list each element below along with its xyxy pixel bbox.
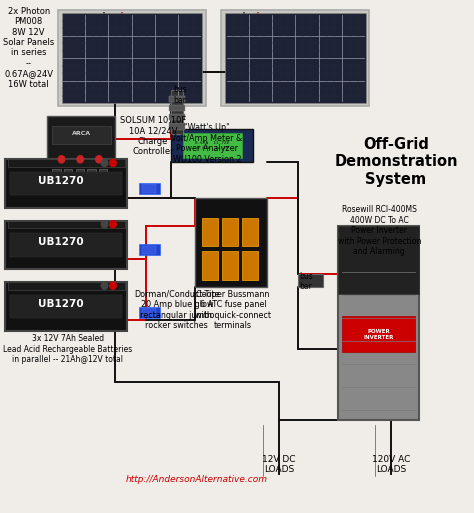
Text: UB1270: UB1270 xyxy=(38,176,84,186)
FancyBboxPatch shape xyxy=(172,90,183,134)
FancyBboxPatch shape xyxy=(195,198,267,287)
FancyBboxPatch shape xyxy=(58,10,206,106)
FancyBboxPatch shape xyxy=(222,251,238,280)
FancyBboxPatch shape xyxy=(8,282,125,290)
Text: 120V AC
LOADS: 120V AC LOADS xyxy=(372,455,410,474)
Text: Cooper Bussmann
6 ATC fuse panel
with quick-connect
terminals: Cooper Bussmann 6 ATC fuse panel with qu… xyxy=(195,290,271,330)
FancyBboxPatch shape xyxy=(64,168,72,176)
FancyBboxPatch shape xyxy=(169,105,185,111)
FancyBboxPatch shape xyxy=(87,168,96,176)
Circle shape xyxy=(101,160,108,166)
FancyBboxPatch shape xyxy=(202,218,218,246)
Circle shape xyxy=(101,221,108,228)
FancyBboxPatch shape xyxy=(337,226,419,294)
FancyBboxPatch shape xyxy=(8,221,125,228)
Text: http://AndersonAlternative.com: http://AndersonAlternative.com xyxy=(126,475,268,484)
Text: 2x Photon
PM008
8W 12V
Solar Panels
in series
--
0.67A@24V
16W total: 2x Photon PM008 8W 12V Solar Panels in s… xyxy=(3,7,55,89)
FancyBboxPatch shape xyxy=(5,160,127,208)
FancyBboxPatch shape xyxy=(242,251,258,280)
FancyBboxPatch shape xyxy=(10,172,122,195)
FancyBboxPatch shape xyxy=(47,116,115,172)
FancyBboxPatch shape xyxy=(139,244,160,255)
FancyBboxPatch shape xyxy=(183,133,242,158)
FancyBboxPatch shape xyxy=(202,251,218,280)
Circle shape xyxy=(109,221,116,228)
FancyBboxPatch shape xyxy=(143,184,156,192)
FancyBboxPatch shape xyxy=(172,129,253,162)
FancyBboxPatch shape xyxy=(221,10,369,106)
FancyBboxPatch shape xyxy=(242,218,258,246)
Text: 12V DC
LOADS: 12V DC LOADS xyxy=(262,455,296,474)
FancyBboxPatch shape xyxy=(298,274,323,287)
Text: 0.67A  11.72V
0.81W  14.2V: 0.67A 11.72V 0.81W 14.2V xyxy=(195,141,229,149)
FancyBboxPatch shape xyxy=(62,13,202,103)
FancyBboxPatch shape xyxy=(5,282,127,331)
Text: "Watt's Up"
Volt/Amp Meter &
Power Analyzer
WU100 Version 2: "Watt's Up" Volt/Amp Meter & Power Analy… xyxy=(172,124,243,164)
Text: bus
bar: bus bar xyxy=(173,85,187,105)
FancyBboxPatch shape xyxy=(225,13,365,103)
Text: UB1270: UB1270 xyxy=(38,299,84,309)
Circle shape xyxy=(77,156,83,163)
FancyBboxPatch shape xyxy=(75,168,84,176)
Text: Rosewill RCI-400MS
400W DC To AC
Power Inverter
with Power Protection
and Alarmi: Rosewill RCI-400MS 400W DC To AC Power I… xyxy=(337,205,421,256)
Circle shape xyxy=(58,156,65,163)
Text: UB1270: UB1270 xyxy=(38,238,84,247)
FancyBboxPatch shape xyxy=(52,126,110,144)
Circle shape xyxy=(101,282,108,289)
FancyBboxPatch shape xyxy=(10,233,122,256)
Text: SOLSUM 10.10F
10A 12/24V
Charge
Controller: SOLSUM 10.10F 10A 12/24V Charge Controll… xyxy=(120,116,186,156)
FancyBboxPatch shape xyxy=(139,183,160,194)
Circle shape xyxy=(96,156,102,163)
Circle shape xyxy=(109,282,116,289)
FancyBboxPatch shape xyxy=(143,308,156,317)
FancyBboxPatch shape xyxy=(143,246,156,254)
FancyBboxPatch shape xyxy=(10,295,122,318)
FancyBboxPatch shape xyxy=(169,124,185,130)
FancyBboxPatch shape xyxy=(169,114,185,121)
FancyBboxPatch shape xyxy=(139,307,160,318)
FancyBboxPatch shape xyxy=(342,317,415,352)
Text: bus
bar: bus bar xyxy=(299,272,313,291)
FancyBboxPatch shape xyxy=(222,218,238,246)
Circle shape xyxy=(109,160,116,166)
FancyBboxPatch shape xyxy=(169,96,185,102)
FancyBboxPatch shape xyxy=(99,168,107,176)
FancyBboxPatch shape xyxy=(337,226,419,420)
Text: 3x 12V 7Ah Sealed
Lead Acid Rechargeable Batteries
in parallel -- 21Ah@12V total: 3x 12V 7Ah Sealed Lead Acid Rechargeable… xyxy=(3,334,132,364)
FancyBboxPatch shape xyxy=(5,221,127,269)
FancyBboxPatch shape xyxy=(8,160,125,167)
Text: POWER
INVERTER: POWER INVERTER xyxy=(363,329,393,340)
Text: ARCA: ARCA xyxy=(72,131,91,136)
Text: Off-Grid
Demonstration
System: Off-Grid Demonstration System xyxy=(334,137,458,187)
FancyBboxPatch shape xyxy=(52,168,61,176)
Text: Dorman/Conduct-Tite
20 Amp blue glow
rectangular jumbo
rocker switches: Dorman/Conduct-Tite 20 Amp blue glow rec… xyxy=(134,290,219,330)
